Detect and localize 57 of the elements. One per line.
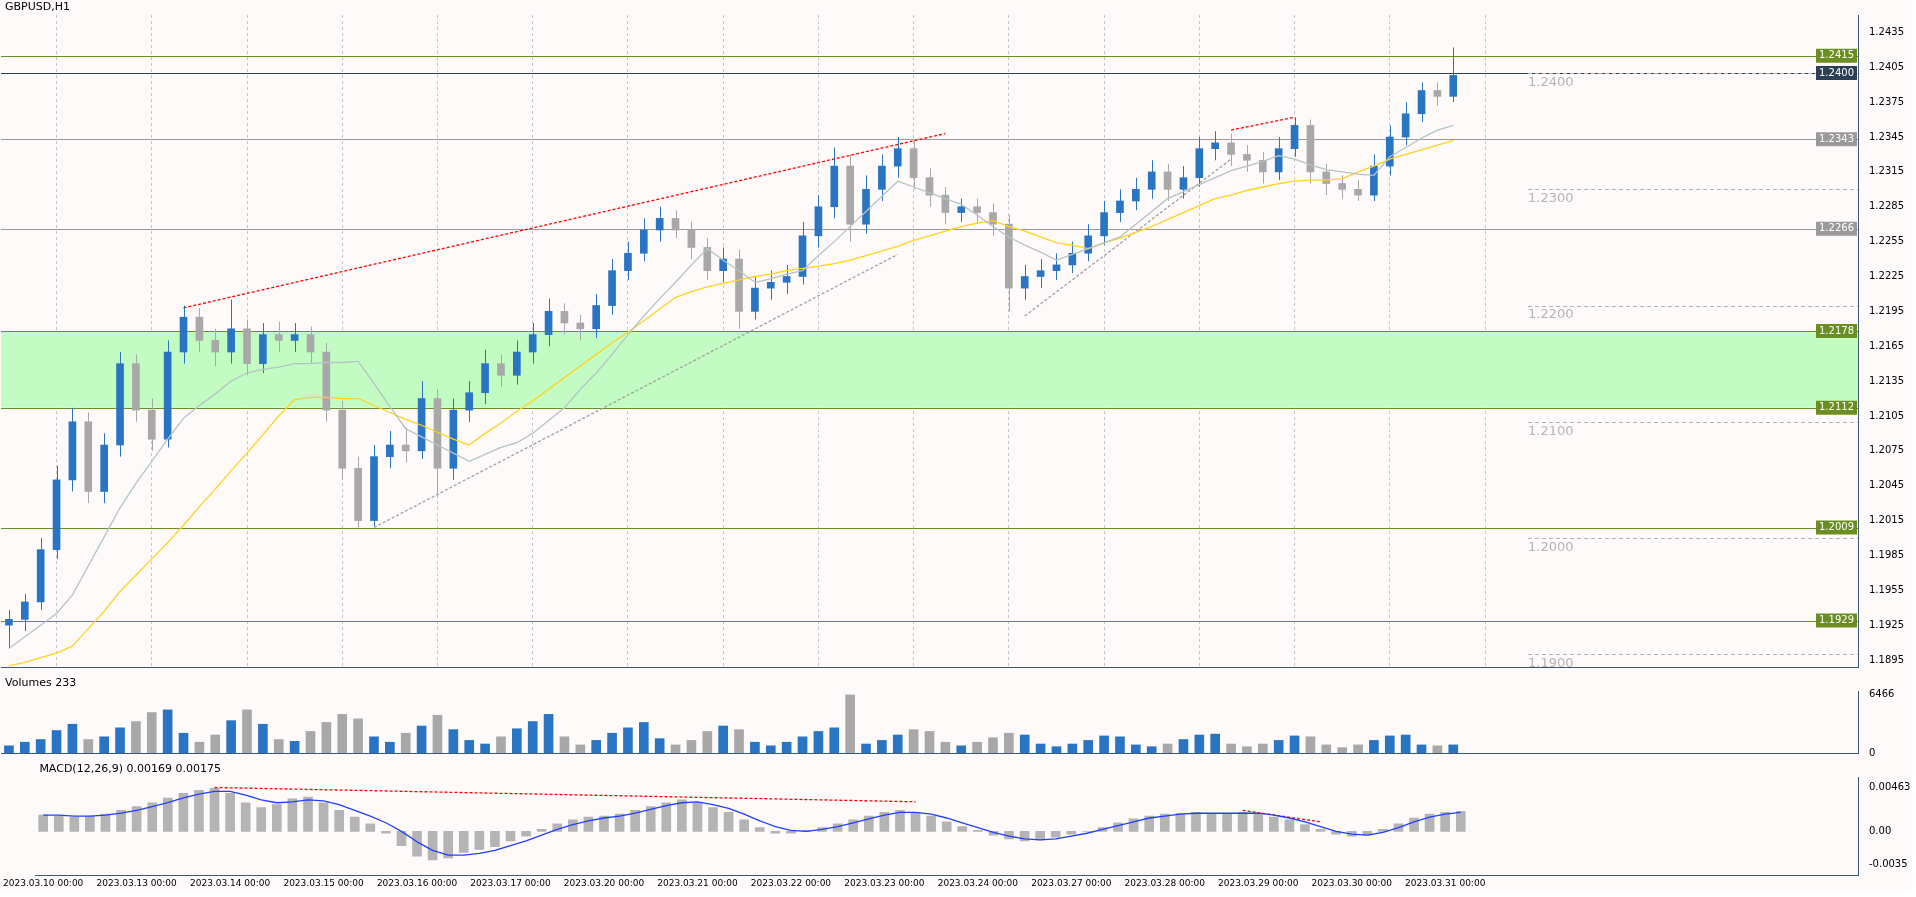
y-tick-label: 1.1955 [1869, 583, 1904, 595]
x-tick-label: 2023.03.30 00:00 [1311, 877, 1393, 888]
chart-title: MACD(12,26,9) 0.00169 0.00175 [39, 762, 221, 776]
ref-line-label: 1.2200 [1528, 306, 1574, 322]
y-tick-label: 1.2135 [1869, 374, 1904, 386]
x-tick-label: 2023.03.13 00:00 [96, 877, 178, 888]
x-tick-label: 2023.03.14 00:00 [189, 877, 271, 888]
ref-line-label: 1.2400 [1528, 73, 1574, 89]
y-tick-label: 1.1895 [1869, 653, 1904, 665]
x-tick-label: 2023.03.22 00:00 [750, 877, 832, 888]
chart-title: GBPUSD,H1 [5, 0, 70, 14]
x-tick-label: 2023.03.24 00:00 [937, 877, 1019, 888]
x-tick-label: 2023.03.28 00:00 [1124, 877, 1206, 888]
x-tick-label: 2023.03.29 00:00 [1218, 877, 1299, 888]
y-tick-label: 1.2405 [1869, 60, 1904, 72]
y-tick-label: 1.2345 [1869, 130, 1904, 142]
x-tick-label: 2023.03.15 00:00 [283, 877, 365, 888]
y-tick-label: 1.2435 [1869, 26, 1904, 38]
y-tick-label: 1.2015 [1869, 514, 1904, 526]
y-tick-label: 1.1985 [1869, 549, 1904, 561]
y-tick-label: 1.2285 [1869, 200, 1904, 212]
x-tick-label: 2023.03.16 00:00 [376, 877, 458, 888]
y-tick-label: 1.2075 [1869, 444, 1904, 456]
y-tick-label: 1.2255 [1869, 235, 1904, 247]
y-tick-label: 1.2375 [1869, 95, 1904, 107]
ref-line-label: 1.2100 [1528, 422, 1574, 438]
y-tick-label: 1.2045 [1869, 479, 1904, 491]
x-tick-label: 2023.03.27 00:00 [1031, 877, 1112, 888]
y-tick-label: 0 [1869, 746, 1876, 758]
y-tick-label: 1.2225 [1869, 270, 1904, 282]
y-tick-label: 0.00 [1869, 824, 1892, 836]
ref-line-label: 1.2112 [1819, 401, 1855, 413]
y-tick-label: 1.2165 [1869, 339, 1904, 351]
ref-line-label: 1.2415 [1819, 49, 1855, 61]
x-tick-label: 2023.03.31 00:00 [1405, 877, 1486, 888]
x-tick-label: 2023.03.17 00:00 [470, 877, 551, 888]
ref-line-label: 1.1900 [1528, 655, 1574, 671]
y-tick-label: 1.1925 [1869, 618, 1904, 630]
ref-line-label: 1.2343 [1819, 132, 1855, 144]
ref-line-label: 1.2000 [1528, 538, 1574, 554]
y-tick-label: 1.2195 [1869, 304, 1904, 316]
x-tick-label: 2023.03.20 00:00 [563, 877, 645, 888]
ref-line-label: 1.2300 [1528, 190, 1574, 206]
chart-title: Volumes 233 [5, 676, 77, 690]
y-tick-label: 6466 [1869, 688, 1895, 700]
y-tick-label: 1.2315 [1869, 165, 1904, 177]
ref-line-label: 1.1929 [1819, 614, 1855, 626]
ref-line-label: 1.2178 [1819, 324, 1855, 336]
x-tick-label: 2023.03.23 00:00 [844, 877, 925, 888]
ref-line-label: 1.2009 [1819, 521, 1855, 533]
y-tick-label: 0.00463 [1869, 780, 1911, 792]
x-tick-label: 2023.03.10 00:00 [3, 877, 84, 888]
x-tick-label: 2023.03.21 00:00 [657, 877, 738, 888]
ref-line-label: 1.2266 [1819, 222, 1855, 234]
ref-line-label: 1.2400 [1819, 66, 1855, 78]
y-tick-label: 1.2105 [1869, 409, 1904, 421]
y-tick-label: -0.0035 [1869, 858, 1908, 870]
